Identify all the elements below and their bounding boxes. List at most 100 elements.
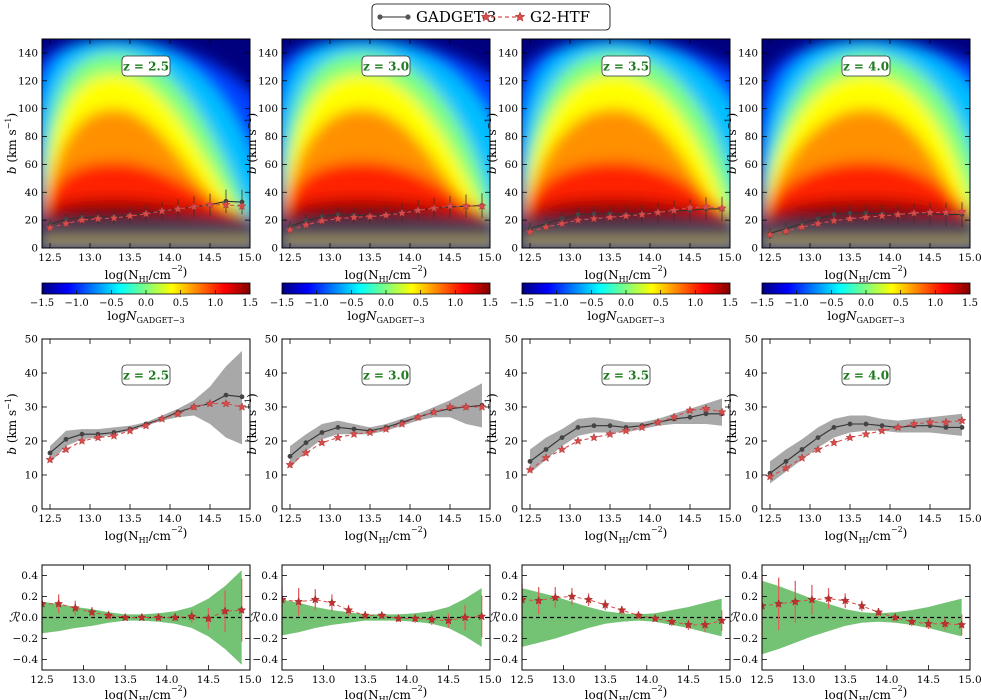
g2htf-point — [813, 444, 823, 454]
colorbar-tick-label: −0.5 — [99, 298, 123, 309]
x-tick-label: 13.5 — [354, 674, 377, 686]
colorbar-tick-label: −1.0 — [65, 298, 89, 309]
ratio-point — [70, 603, 80, 612]
x-tick-label: 13.0 — [792, 674, 815, 686]
g2htf-point — [541, 453, 551, 462]
gadget-point — [575, 425, 581, 430]
redshift-label-box — [601, 364, 651, 386]
y-tick-label: −0.4 — [253, 654, 279, 666]
ratio-point — [104, 610, 114, 620]
y-tick-label: 10 — [265, 470, 278, 482]
legend-star-marker-0 — [480, 11, 492, 22]
redshift-label: z = 3.5 — [603, 369, 649, 383]
y-tick-label: 0.2 — [501, 591, 518, 603]
xlabel-part-0: log(N — [345, 529, 379, 543]
colorbar-tick-label: −0.5 — [819, 298, 843, 309]
y-tick-label: 0.0 — [21, 612, 38, 624]
x-tick-label: 14.0 — [638, 513, 661, 525]
ratio-point — [717, 615, 727, 625]
ylabel-b-end: ) — [725, 113, 739, 118]
y-tick-label: 60 — [265, 159, 278, 171]
y-tick-label: 0.0 — [501, 612, 518, 624]
y-axis-label: ℛ — [249, 611, 261, 626]
ratio-point — [170, 612, 180, 622]
ratio-point — [923, 619, 933, 628]
ratio-point — [477, 611, 487, 621]
xlabel-part-3: −2 — [171, 525, 183, 534]
y-tick-label: 20 — [25, 436, 38, 448]
g2htf-point — [109, 431, 119, 440]
g2htf-point — [957, 207, 967, 216]
y-axis-label: b (km s−1) — [244, 393, 259, 454]
ratio-point — [700, 620, 710, 629]
g2htf-point — [333, 214, 343, 223]
g2htf-point — [365, 211, 375, 221]
g2htf-point — [925, 207, 935, 217]
colorbar-label-main: log — [107, 309, 126, 323]
colorbar-label: logNGADGET−3 — [347, 309, 424, 325]
colorbar-tick-label: 0.0 — [378, 298, 394, 309]
gadget-point — [527, 459, 533, 464]
y-tick-label: 30 — [25, 402, 38, 414]
x-tick-label: 13.5 — [598, 252, 621, 264]
colorbar-label-n: N — [365, 309, 377, 323]
y-tick-label: 40 — [745, 368, 758, 380]
g2htf-point — [429, 203, 439, 213]
x-tick-label: 14.0 — [398, 252, 421, 264]
ratio-point — [393, 613, 403, 623]
colorbar-tick-label: −1.0 — [785, 298, 809, 309]
y-tick-label: 0.4 — [261, 570, 278, 582]
g2htf-point — [861, 212, 871, 222]
panel-plot-area — [522, 39, 730, 248]
colorbar-tick-label: 1.5 — [242, 298, 258, 309]
ratio-point — [940, 619, 950, 628]
x-axis-label: log(NHI/cm−2) — [825, 264, 908, 284]
xlabel-part-0: log(N — [825, 529, 859, 543]
ylabel-b-units: (km s — [725, 410, 739, 443]
redshift-label-box — [121, 55, 171, 77]
x-tick-label: 13.0 — [72, 674, 95, 686]
colorbar-tick-label: 1.0 — [447, 298, 463, 309]
gadget-point — [783, 459, 789, 464]
ratio-point — [790, 597, 800, 606]
g2htf-point — [909, 419, 919, 428]
y-tick-label: 140 — [258, 47, 278, 59]
ratio-point — [907, 616, 917, 626]
y-tick-label: −0.2 — [253, 633, 279, 645]
panel-r2-c4: 12.5 13.0 13.5 14.0 14.5 15.0 0 10 20 30 40 50 log(N… — [724, 334, 981, 546]
colorbar-tick-label: 1.0 — [927, 298, 943, 309]
x-tick-label: 15.0 — [238, 252, 261, 264]
ratio-point — [957, 620, 967, 629]
xlabel-part-4: ) — [663, 685, 668, 699]
ylabel-b-sup: −1 — [484, 118, 493, 130]
x-axis-label: log(NHI/cm−2) — [585, 525, 668, 545]
g2htf-point — [317, 216, 327, 225]
panel-plot-area — [762, 39, 970, 248]
xlabel-part-4: ) — [663, 265, 668, 279]
xlabel-part-3: −2 — [411, 525, 423, 534]
g2htf-point — [557, 444, 567, 454]
redshift-label: z = 4.0 — [843, 369, 889, 383]
g2htf-point — [957, 415, 967, 425]
g2htf-point — [525, 227, 535, 236]
y-tick-label: 0.2 — [21, 591, 38, 603]
y-tick-label: 120 — [18, 75, 38, 87]
y-tick-label: 30 — [745, 402, 758, 414]
x-tick-label: 13.5 — [598, 513, 621, 525]
g2htf-point — [381, 210, 391, 220]
panel-r3-c3: 12.5 13.0 13.5 14.0 14.5 15.0 −0.4 −0.2 0.0 0.2 0.… — [489, 564, 742, 700]
x-tick-label: 12.5 — [758, 252, 781, 264]
x-tick-label: 12.5 — [270, 674, 293, 686]
legend-g2htf-label: G2-HTF — [530, 8, 590, 26]
ratio-point — [220, 606, 230, 616]
xlabel-part-1: HI — [859, 536, 869, 545]
ratio-point — [310, 594, 320, 604]
gadget-point — [847, 210, 853, 216]
y-tick-label: 140 — [738, 47, 758, 59]
panel-r1-c3: 12.5 13.0 13.5 14.0 14.5 15.0 0 20 40 60 80 100 120 1… — [484, 38, 742, 325]
heatmap-low-band — [762, 220, 970, 248]
xlabel-part-1: HI — [619, 275, 629, 284]
x-tick-label: 13.0 — [312, 674, 335, 686]
g2htf-point — [589, 214, 599, 223]
g2htf-point — [205, 398, 215, 408]
